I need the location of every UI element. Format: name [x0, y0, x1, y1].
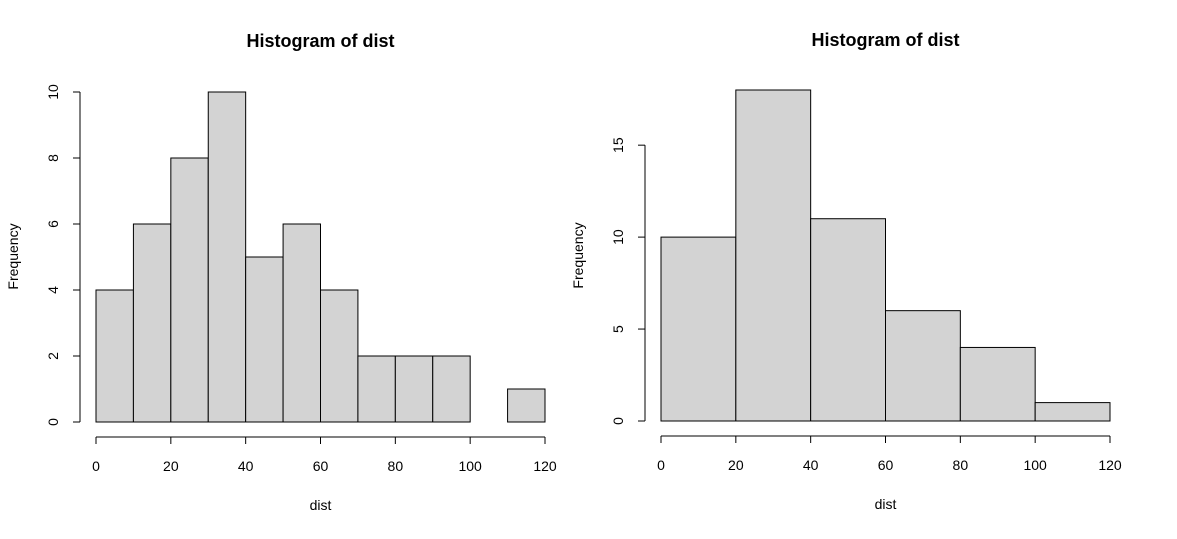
x-tick-label-right-2: 40: [803, 457, 819, 473]
y-axis-right: 0 5 10 15: [610, 137, 646, 425]
x-tick-label-right-1: 20: [728, 457, 744, 473]
x-tick-label-left-3: 60: [313, 458, 329, 474]
bars-right: [660, 89, 1111, 422]
x-tick-label-right-6: 120: [1098, 457, 1122, 473]
x-axis-label-right: dist: [875, 496, 897, 512]
y-tick-label-right-3: 15: [610, 137, 626, 153]
x-tick-label-left-4: 80: [388, 458, 404, 474]
bar-right-3: [885, 310, 961, 422]
bar-left-2: [170, 157, 209, 423]
y-tick-label-left-1: 2: [45, 352, 61, 360]
y-tick-label-right-0: 0: [610, 417, 626, 425]
bar-left-4: [245, 256, 284, 423]
x-tick-label-left-0: 0: [92, 458, 100, 474]
bar-left-5: [282, 223, 322, 423]
chart-title-right: Histogram of dist: [811, 30, 959, 50]
y-tick-label-left-2: 4: [45, 286, 61, 294]
bar-right-5: [1034, 402, 1111, 422]
bar-left-1: [132, 223, 172, 423]
chart-title-left: Histogram of dist: [246, 31, 394, 51]
bar-left-3: [207, 91, 247, 423]
y-tick-label-right-2: 10: [610, 229, 626, 245]
bars-left: [95, 91, 546, 423]
y-tick-label-left-3: 6: [45, 220, 61, 228]
bar-right-1: [735, 89, 812, 422]
y-tick-label-left-0: 0: [45, 418, 61, 426]
bar-left-6: [320, 289, 359, 423]
bar-right-2: [810, 218, 887, 422]
bar-right-4: [959, 346, 1036, 422]
x-axis-right: 0 20 40 60 80 100 120: [657, 435, 1122, 473]
x-tick-label-left-6: 120: [533, 458, 557, 474]
bar-left-0: [95, 289, 134, 423]
x-tick-label-left-2: 40: [238, 458, 254, 474]
bar-left-11: [507, 388, 546, 423]
y-tick-label-left-4: 8: [45, 154, 61, 162]
y-tick-label-left-5: 10: [45, 84, 61, 100]
x-tick-label-right-3: 60: [878, 457, 894, 473]
y-axis-left: 0 2 4 6 8 10: [45, 84, 81, 426]
x-tick-label-right-5: 100: [1023, 457, 1047, 473]
y-axis-label-right: Frequency: [570, 222, 586, 288]
x-tick-label-right-0: 0: [657, 457, 665, 473]
x-tick-label-left-1: 20: [163, 458, 179, 474]
bar-left-7: [357, 355, 396, 423]
x-axis-label-left: dist: [310, 497, 332, 513]
bar-left-9: [432, 355, 471, 423]
y-tick-label-right-1: 5: [610, 325, 626, 333]
bar-right-0: [660, 236, 737, 422]
x-tick-label-right-4: 80: [953, 457, 969, 473]
x-axis-left: 0 20 40 60 80 100 120: [92, 436, 557, 474]
x-tick-label-left-5: 100: [458, 458, 482, 474]
histogram-panel-left: Histogram of dist dist Frequency 0 20 40 60…: [5, 31, 557, 513]
bar-left-8: [394, 355, 434, 423]
histogram-panel-right: Histogram of dist dist Frequency 0 20 40 60…: [570, 30, 1122, 512]
y-axis-label-left: Frequency: [5, 223, 21, 289]
